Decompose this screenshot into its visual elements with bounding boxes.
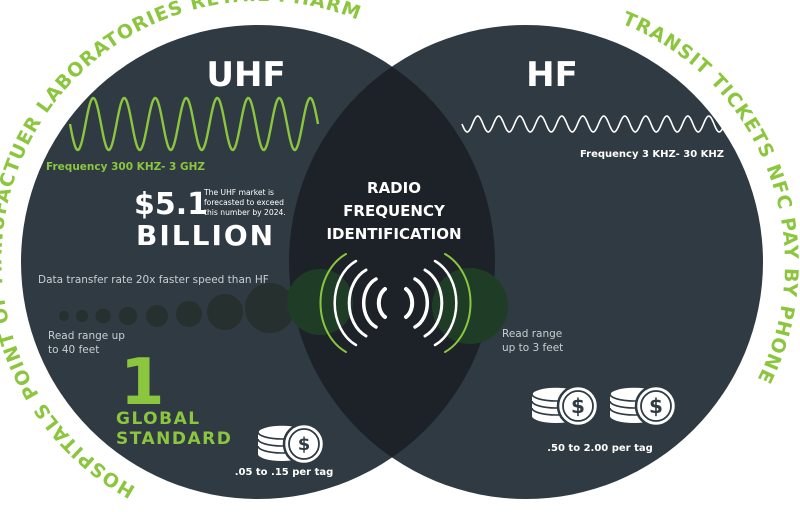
uhf-wave-icon [68, 96, 320, 152]
hf-read-range: up to 3 feet [502, 342, 563, 354]
dollar-coin-stack-icon: $ [256, 422, 326, 466]
uhf-title: UHF [206, 55, 285, 95]
uhf-price: .05 to .15 per tag [235, 467, 334, 478]
uhf-read-range: to 40 feet [48, 344, 99, 356]
market-note-line: The UHF market is [203, 188, 274, 197]
speed-dot [59, 311, 69, 321]
market-note-line: forecasted to exceed [204, 198, 284, 207]
rfid-signal-icon [319, 253, 472, 353]
center-title-line: IDENTIFICATION [326, 225, 461, 243]
market-note: The UHF market is forecasted to exceed t… [203, 188, 286, 217]
dollar-coin-stack-icon: $ [530, 384, 600, 428]
hf-read-range: Read range [502, 328, 562, 340]
speed-dot [207, 294, 243, 330]
market-note-line: this number by 2024. [204, 208, 286, 217]
dollar-sign-icon: $ [649, 394, 663, 418]
hf-title: HF [526, 55, 578, 95]
dollar-sign-icon: $ [571, 394, 585, 418]
data-rate-text: Data transfer rate 20x faster speed than… [38, 274, 269, 286]
overlap-region [289, 25, 495, 499]
center-title-line: FREQUENCY [343, 202, 446, 220]
uhf-read-range: Read range up [48, 330, 125, 342]
hf-wave-icon [461, 115, 741, 133]
center-title: RADIO FREQUENCY IDENTIFICATION [326, 179, 461, 243]
hf-frequency: Frequency 3 KHZ- 30 KHZ [580, 149, 724, 160]
market-value: $5.1 [134, 187, 208, 222]
speed-dot [146, 305, 168, 327]
dollar-sign-icon: $ [298, 434, 311, 455]
speed-dot [176, 301, 202, 327]
standard-number: 1 [120, 346, 165, 420]
speed-dot [245, 283, 295, 333]
market-unit: BILLION [136, 219, 275, 252]
standard-text: GLOBAL [116, 409, 201, 429]
uhf-frequency: Frequency 300 KHZ- 3 GHZ [46, 161, 205, 173]
speed-dot [119, 307, 137, 325]
speed-dot [76, 310, 88, 322]
speed-dot [95, 308, 111, 324]
dollar-coin-stack-icon: $ [608, 384, 678, 428]
hf-price: .50 to 2.00 per tag [547, 443, 653, 454]
standard-text: STANDARD [116, 429, 232, 449]
center-title-line: RADIO [367, 179, 421, 197]
